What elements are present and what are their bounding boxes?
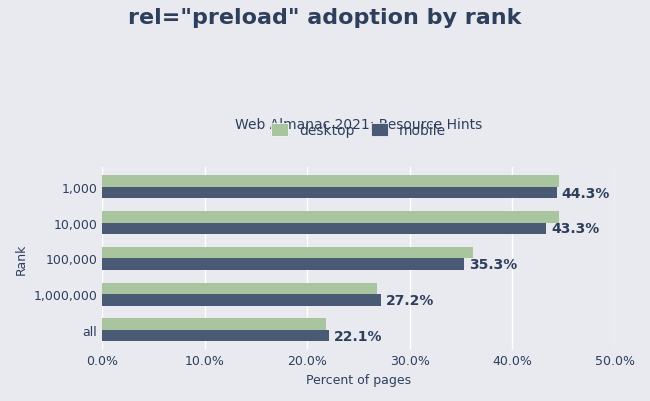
Bar (102, 283, 377, 294)
Y-axis label: Rank: Rank (15, 243, 28, 274)
Text: 22.1%: 22.1% (334, 329, 383, 343)
Bar (102, 330, 329, 341)
Legend: desktop, mobile: desktop, mobile (267, 120, 450, 142)
X-axis label: Percent of pages: Percent of pages (306, 373, 411, 386)
Bar (102, 294, 381, 306)
Text: 27.2%: 27.2% (386, 293, 435, 307)
Text: 35.3%: 35.3% (469, 257, 517, 271)
Bar (102, 319, 326, 330)
Title: Web Almanac 2021: Resource Hints: Web Almanac 2021: Resource Hints (235, 118, 482, 132)
Bar (102, 259, 464, 270)
Bar (102, 247, 473, 259)
Text: rel="preload" adoption by rank: rel="preload" adoption by rank (128, 8, 522, 28)
Text: 44.3%: 44.3% (562, 186, 610, 200)
Bar (102, 187, 556, 199)
Bar (102, 212, 558, 223)
Bar (102, 223, 546, 235)
Bar (102, 176, 558, 187)
Text: 43.3%: 43.3% (551, 222, 600, 236)
